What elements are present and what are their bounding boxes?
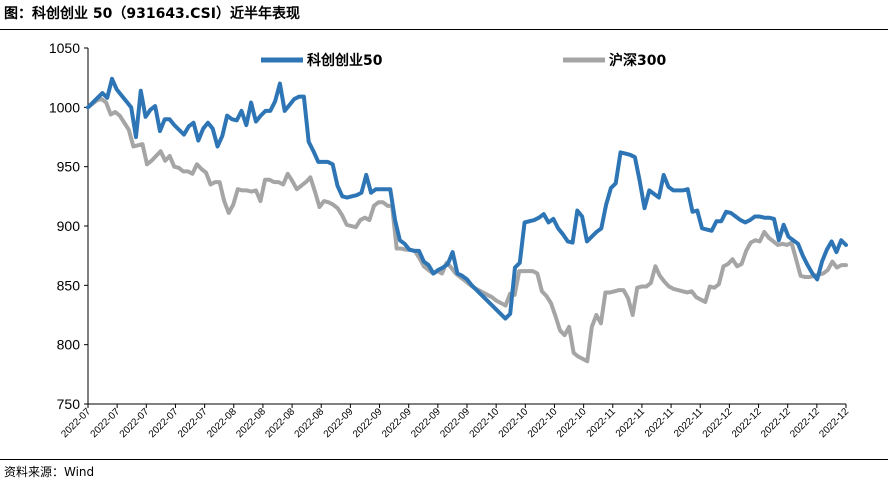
x-tick-label: 2022-11 xyxy=(585,406,619,440)
x-tick-label: 2022-09 xyxy=(380,406,414,440)
x-tick-label: 2022-08 xyxy=(293,406,327,440)
legend-label-kcz50: 科创创业50 xyxy=(307,52,383,69)
x-tick-label: 2022-11 xyxy=(614,406,648,440)
legend: 科创创业50 沪深300 xyxy=(261,52,666,69)
x-tick-label: 2022-07 xyxy=(89,406,123,440)
legend-label-hs300: 沪深300 xyxy=(609,52,666,69)
y-tick-label: 850 xyxy=(57,277,81,293)
x-tick-label: 2022-09 xyxy=(322,406,356,440)
x-tick-label: 2022-12 xyxy=(788,406,822,440)
x-tick-label: 2022-09 xyxy=(351,406,385,440)
x-tick-label: 2022-07 xyxy=(147,406,181,440)
y-tick-label: 750 xyxy=(57,396,81,412)
x-tick-label: 2022-11 xyxy=(672,406,706,440)
x-tick-label: 2022-10 xyxy=(526,406,560,440)
x-ticks: 2022-072022-072022-072022-072022-072022-… xyxy=(59,404,851,440)
x-tick-label: 2022-10 xyxy=(468,406,502,440)
source-note: 资料来源：Wind xyxy=(4,465,95,479)
y-tick-label: 1050 xyxy=(49,40,80,56)
y-ticks: 750 800 850 900 950 1000 1050 xyxy=(49,40,88,412)
series-line-hs300 xyxy=(86,97,848,364)
x-tick-label: 2022-08 xyxy=(205,406,239,440)
x-tick-label: 2022-07 xyxy=(176,406,210,440)
y-tick-label: 950 xyxy=(57,159,81,175)
axes xyxy=(87,48,846,405)
x-tick-label: 2022-09 xyxy=(438,406,472,440)
x-tick-label: 2022-08 xyxy=(263,406,297,440)
chart-title: 图：科创创业 50（931643.CSI）近半年表现 xyxy=(4,6,300,22)
x-tick-label: 2022-12 xyxy=(817,406,851,440)
title-rule xyxy=(0,29,888,30)
y-tick-label: 900 xyxy=(57,218,81,234)
x-tick-label: 2022-09 xyxy=(409,406,443,440)
x-tick-label: 2022-12 xyxy=(701,406,735,440)
x-tick-label: 2022-10 xyxy=(497,406,531,440)
y-tick-label: 800 xyxy=(57,337,81,353)
x-tick-label: 2022-07 xyxy=(118,406,152,440)
source-rule xyxy=(0,459,888,460)
series-line-kcz50 xyxy=(86,76,848,321)
x-tick-label: 2022-12 xyxy=(759,406,793,440)
x-tick-label: 2022-12 xyxy=(730,406,764,440)
x-tick-label: 2022-10 xyxy=(555,406,589,440)
series-lines xyxy=(86,76,848,364)
x-tick-label: 2022-08 xyxy=(234,406,268,440)
x-tick-label: 2022-11 xyxy=(643,406,677,440)
y-tick-label: 1000 xyxy=(49,99,80,115)
